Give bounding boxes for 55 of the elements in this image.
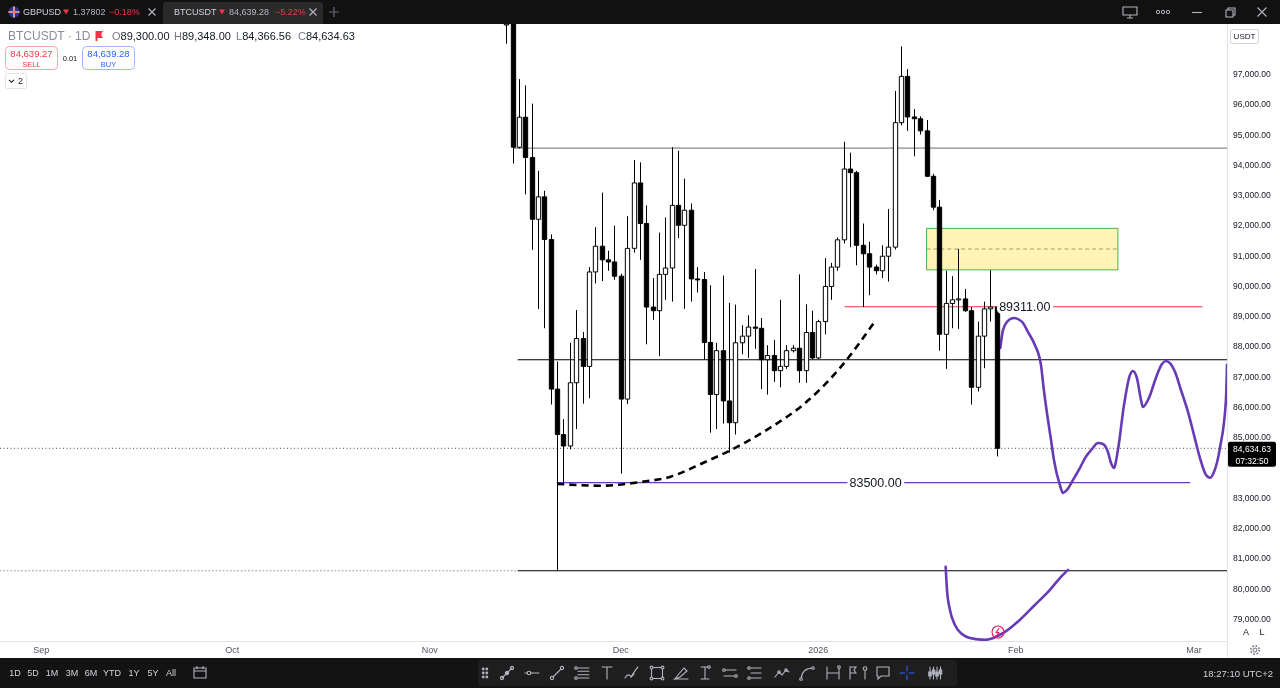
annotation: 84,639.28: [87, 48, 130, 59]
y-tick-label: 92,000.00: [1233, 220, 1272, 231]
text: BTCUSDT: [174, 7, 217, 17]
text: 1Y: [128, 668, 140, 678]
x-tick-label: Mar: [1186, 645, 1202, 655]
line-series: [944, 565, 1070, 641]
text: 3M: [65, 668, 79, 678]
text: GBPUSD: [23, 7, 62, 17]
text: 07:32:50: [1235, 455, 1269, 466]
text: 1M: [45, 668, 59, 678]
y-tick-label: 95,000.00: [1233, 129, 1272, 140]
text: L: [1259, 626, 1265, 637]
y-tick-label: 79,000.00: [1233, 613, 1272, 624]
ref-line-label: 84,634.63: [1233, 443, 1272, 454]
y-tick-label: 82,000.00: [1233, 523, 1272, 534]
y-tick-label: 83,000.00: [1233, 492, 1272, 503]
x-tick-label: Nov: [421, 645, 439, 655]
y-tick-label: 87,000.00: [1233, 371, 1272, 382]
annotation: O89,300.00: [112, 30, 170, 42]
text: −0.18%: [109, 7, 140, 17]
candlestick: [503, 24, 510, 45]
y-tick-label: 85,000.00: [1233, 432, 1272, 443]
y-tick-label: 90,000.00: [1233, 280, 1272, 291]
x-tick-label: Dec: [612, 645, 630, 655]
text: BTCUSDT · 1D: [8, 29, 91, 43]
y-tick-label: 86,000.00: [1233, 401, 1272, 412]
text: 1.37802: [73, 7, 106, 17]
text: 5Y: [147, 668, 159, 678]
y-tick-label: 88,000.00: [1233, 341, 1272, 352]
x-tick-label: Feb: [1007, 645, 1024, 655]
text: YTD: [103, 668, 122, 678]
y-tick-label: 89,000.00: [1233, 311, 1272, 322]
x-tick-label: Sep: [33, 645, 50, 655]
y-tick-label: 94,000.00: [1233, 159, 1272, 170]
y-tick-label: 81,000.00: [1233, 553, 1272, 564]
text: All: [165, 668, 177, 678]
y-tick-label: 97,000.00: [1233, 68, 1272, 79]
annotation: H89,348.00: [174, 30, 231, 42]
x-tick-label: 2026: [808, 645, 829, 655]
annotation: 84,639.27: [10, 48, 53, 59]
annotation: L84,366.56: [236, 30, 292, 42]
x-tick-label: Oct: [225, 645, 240, 655]
y-tick-label: 93,000.00: [1233, 190, 1272, 201]
text: A: [1242, 626, 1250, 637]
text: 5D: [27, 668, 40, 678]
y-tick-label: 80,000.00: [1233, 583, 1272, 594]
text: 1D: [9, 668, 22, 678]
annotation: 2: [17, 76, 24, 86]
annotation: C84,634.63: [298, 30, 355, 42]
text: 84,639.28: [229, 7, 270, 17]
y-tick-label: 96,000.00: [1233, 99, 1272, 110]
text: −5.22%: [275, 7, 306, 17]
text: 6M: [84, 668, 98, 678]
text: 18:27:10 UTC+2: [1203, 667, 1273, 679]
y-tick-label: 91,000.00: [1233, 250, 1272, 261]
